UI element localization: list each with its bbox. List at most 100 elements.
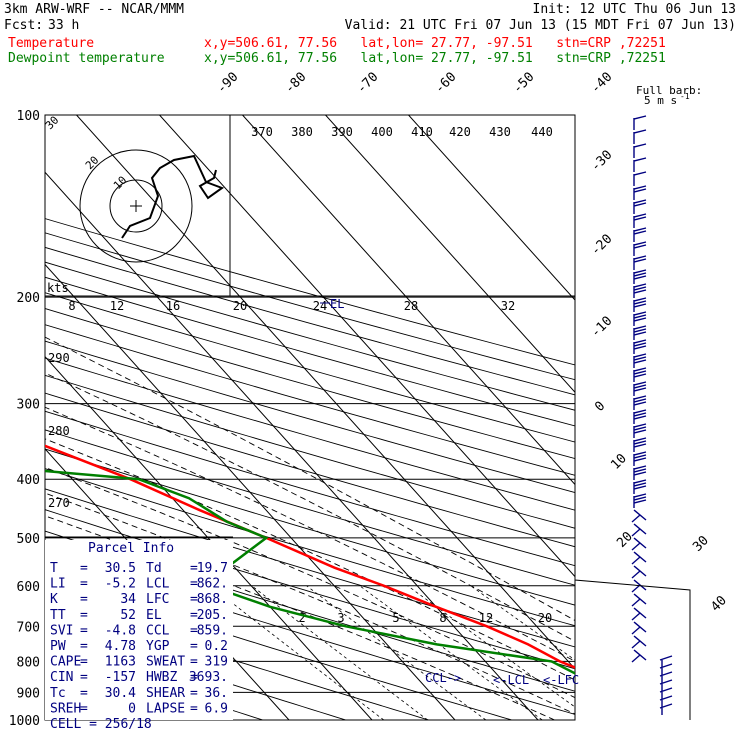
parcel-equals: = <box>80 592 88 607</box>
isotherm-label: -60 <box>432 70 459 97</box>
parcel-equals: = <box>190 686 198 701</box>
hodograph-ring <box>79 149 193 263</box>
lcl-marker: <-LCL <box>493 673 529 687</box>
wind-barb-flag <box>633 398 647 403</box>
parcel-equals: = <box>190 670 198 685</box>
pressure-label: 900 <box>17 686 40 701</box>
wind-barb-staff <box>659 663 673 669</box>
wind-barb-flag <box>631 598 641 607</box>
parcel-param-value: 36. <box>205 686 228 701</box>
mixing-ratio-line <box>407 585 575 708</box>
plot-frame <box>44 114 576 721</box>
wind-barb-staff <box>659 679 673 685</box>
parcel-equals: = <box>190 639 198 654</box>
parcel-equals: = <box>80 608 88 623</box>
dry-adiabat <box>45 340 575 494</box>
wind-barb-flag <box>633 437 647 442</box>
wind-barb-flag <box>633 339 647 344</box>
hodograph-ring-label: 30 <box>43 114 62 133</box>
wind-barb-flag <box>633 188 647 193</box>
parcel-param-value: 0 <box>128 701 136 716</box>
parcel-equals: = <box>190 608 198 623</box>
parcel-param-name: T <box>50 561 58 576</box>
pressure-label: 600 <box>17 580 40 595</box>
parcel-param-name: SWEAT <box>146 655 185 670</box>
mixing-ratio-label: 12 <box>479 611 493 625</box>
wind-barb-flag <box>633 314 647 319</box>
wind-barb-flag <box>633 482 647 487</box>
parcel-param-name: Tc <box>50 686 66 701</box>
theta-label: 410 <box>411 125 433 139</box>
theta-label: 400 <box>371 125 393 139</box>
wind-barbs: Full barb:5 m s -1 <box>574 84 702 720</box>
pressure-label: 700 <box>17 620 40 635</box>
wind-barb-flag <box>633 353 647 358</box>
isotherm-line <box>76 115 575 670</box>
wind-panel-border <box>574 520 691 720</box>
wind-barb-flag <box>633 468 647 473</box>
parcel-param-name: HWBZ <box>146 670 177 685</box>
wind-barb-flag <box>631 584 641 593</box>
wind-barb-flag <box>631 640 641 649</box>
wind-barb-flag <box>633 499 647 504</box>
wind-barb-flag <box>633 471 647 476</box>
wind-barb-flag <box>633 227 647 232</box>
parcel-param-value: 52 <box>120 608 136 623</box>
dry-adiabat <box>45 232 575 381</box>
wind-barb-flag <box>631 570 641 579</box>
dry-adiabat <box>45 324 575 476</box>
parcel-equals: = <box>80 639 88 654</box>
wind-barb-flag <box>633 216 647 221</box>
wind-barb-flag <box>633 199 647 204</box>
wind-barb-flag <box>631 654 641 663</box>
wind-barb-flag <box>633 255 647 260</box>
parcel-param-name: CAPE <box>50 655 81 670</box>
parcel-param-value: 30.5 <box>105 561 136 576</box>
parcel-cell: CELL = 256/18 <box>50 717 152 732</box>
parcel-param-value: 205. <box>197 608 228 623</box>
hodograph-ring-label: 20 <box>83 154 102 173</box>
isotherm-label: -50 <box>510 70 537 97</box>
wind-barb-flag <box>633 185 647 190</box>
mixing-ratio-label: 20 <box>538 611 552 625</box>
isotherm-label: -20 <box>588 232 615 259</box>
wind-barb-flag <box>633 171 647 176</box>
wind-barb-flag <box>633 213 647 218</box>
parcel-param-name: LCL <box>146 577 170 592</box>
wind-barb-flag <box>633 381 647 386</box>
wind-barb-flag <box>633 289 647 294</box>
wind-barb-flag <box>633 373 647 378</box>
parcel-param-name: CCL <box>146 623 170 638</box>
hodograph-ring <box>109 179 163 233</box>
parcel-param-value: -4.8 <box>105 623 136 638</box>
parcel-equals: = <box>190 577 198 592</box>
dewpoint-location: x,y=506.61, 77.56 lat,lon= 27.77, -97.51… <box>204 51 666 66</box>
parcel-param-value: 4.78 <box>105 639 136 654</box>
wind-barb-flag <box>633 297 647 302</box>
parcel-param-name: LFC <box>146 592 169 607</box>
wind-barb-flag <box>633 244 647 249</box>
valid-time: Valid: 21 UTC Fri 07 Jun 13 (15 MDT Fri … <box>344 18 736 33</box>
pressure-label: 400 <box>17 473 40 488</box>
dry-adiabat <box>45 429 575 586</box>
hodograph-speed-tick: 20 <box>233 299 247 313</box>
parcel-param-value: 3693. <box>189 670 228 685</box>
wind-barb-flag <box>633 202 647 207</box>
wind-barb-flag <box>633 479 647 484</box>
wind-barb-flag <box>633 384 647 389</box>
wind-barb-flag <box>633 440 647 445</box>
el-marker: EL <box>330 297 344 311</box>
parcel-param-name: SVI <box>50 623 73 638</box>
isotherm-label: -70 <box>354 70 381 97</box>
ccl-marker: CCL-> <box>425 671 461 685</box>
wind-barb-staff <box>659 687 673 693</box>
forecast-label: Fcst: <box>4 18 44 33</box>
wind-barb-flag <box>633 429 647 434</box>
parcel-equals: = <box>190 655 198 670</box>
wind-legend-title: Full barb: <box>636 84 702 97</box>
parcel-param-name: CIN <box>50 670 73 685</box>
parcel-equals: = <box>190 701 198 716</box>
wind-barb-staff <box>659 695 673 701</box>
theta-label: 420 <box>449 125 471 139</box>
